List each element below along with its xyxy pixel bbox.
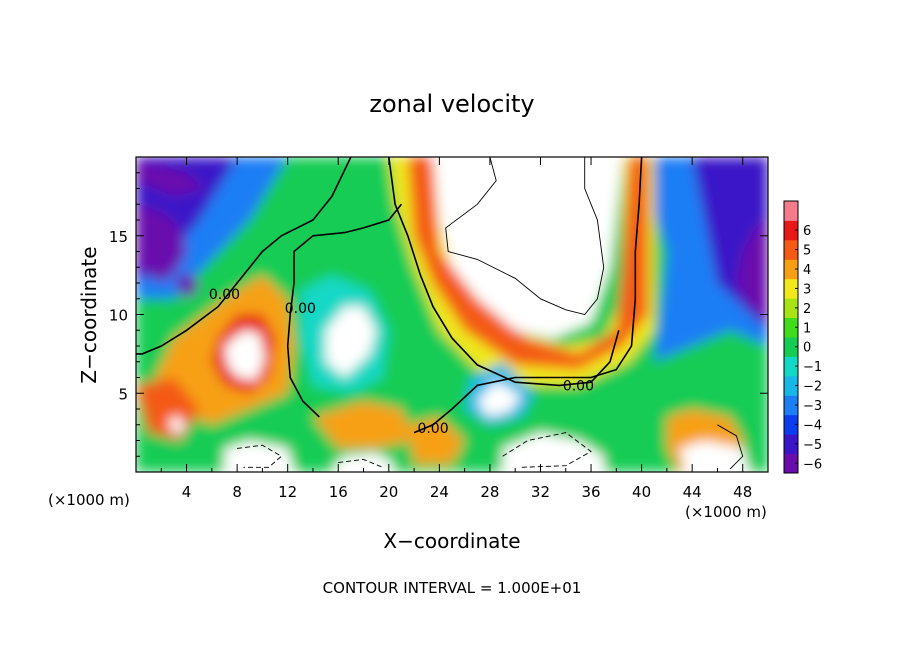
x-tick-label-3: 16 (329, 483, 348, 501)
colorbar-swatch-0 (784, 453, 798, 474)
field-region-20 (167, 415, 186, 436)
colorbar-label-11: 5 (803, 244, 811, 259)
x-unit-left: (×1000 m) (48, 491, 130, 509)
colorbar-label-0: −6 (803, 457, 822, 472)
colorbar-swatch-5 (784, 356, 798, 377)
colorbar-swatch-8 (784, 298, 798, 318)
x-tick-label-4: 20 (379, 483, 398, 501)
colorbar-label-12: 6 (803, 224, 811, 239)
x-tick-label-2: 12 (278, 483, 297, 501)
colorbar-frame (783, 200, 799, 474)
colorbar-swatch-7 (784, 317, 798, 338)
field-region-16 (325, 306, 377, 378)
colorbar-label-7: 1 (803, 321, 811, 336)
contour-dashed-2 (338, 458, 383, 468)
field-region-10 (407, 157, 648, 370)
colorbar-label-2: −4 (803, 418, 822, 433)
x-tick-label-5: 24 (430, 483, 449, 501)
colorbar-label-1: −5 (803, 438, 822, 453)
contour-thin-0 (445, 157, 605, 316)
contour-interval-note: CONTOUR INTERVAL = 1.000E+01 (323, 579, 582, 597)
colorbar-swatch-11 (784, 239, 798, 260)
x-tick-label-10: 44 (683, 483, 702, 501)
y-tick-label-2: 15 (109, 228, 128, 246)
contour-dashed-0 (237, 444, 283, 468)
field-region-14 (224, 330, 265, 381)
contour-zero-1 (286, 203, 403, 418)
colorbar-label-8: 2 (803, 302, 811, 317)
x-tick-label-1: 8 (232, 483, 242, 501)
x-tick-label-8: 36 (581, 483, 600, 501)
contour-zero-2 (413, 157, 643, 434)
x-tick-label-11: 48 (733, 483, 752, 501)
field-region-8 (736, 220, 768, 323)
field-region-21 (313, 401, 415, 449)
x-unit-right: (×1000 m) (685, 503, 767, 521)
colorbar-swatch-12 (784, 220, 798, 241)
field-region-24 (331, 453, 396, 472)
contour-label-1: 0.00 (285, 301, 316, 317)
field-region-18 (477, 380, 522, 417)
colorbar-swatch-9 (784, 278, 798, 299)
y-tick-label-1: 10 (109, 307, 128, 325)
field-region-11 (433, 157, 623, 339)
colorbar: −6 −5 −4 −3 −2 −1 0 1 2 3 4 5 6 (783, 200, 822, 474)
field-region-3 (136, 160, 206, 197)
colorbar-label-4: −2 (803, 380, 822, 395)
colorbar-label-5: −1 (803, 360, 822, 375)
contour-zero-0 (136, 157, 352, 355)
plot-area: 0.00 0.00 0.00 0.00 (136, 157, 768, 472)
x-tick-label-9: 40 (632, 483, 651, 501)
colorbar-label-6: 0 (803, 341, 811, 356)
x-tick-label-6: 28 (480, 483, 499, 501)
contour-thin-1 (717, 424, 744, 470)
colorbar-swatch-1 (784, 434, 798, 454)
field-region-4 (136, 204, 187, 283)
colorbar-swatch-13 (784, 201, 798, 221)
field-region-23 (224, 440, 294, 472)
contour-zero-3 (388, 157, 620, 387)
colorbar-swatch-6 (784, 337, 798, 357)
contour-label-2: 0.00 (417, 421, 448, 437)
x-axis-label: X−coordinate (383, 529, 520, 553)
colorbar-label-3: −3 (803, 399, 822, 414)
colorbar-swatch-3 (784, 395, 798, 416)
colorbar-label-10: 4 (803, 263, 811, 278)
contour-label-0: 0.00 (209, 287, 240, 303)
y-tick-label-0: 5 (118, 385, 128, 403)
field-region-5 (173, 273, 200, 299)
field-region-9 (388, 157, 655, 386)
x-tick-label-0: 4 (182, 483, 192, 501)
field-region-27 (679, 440, 749, 472)
chart-title: zonal velocity (369, 90, 534, 118)
contour-label-3: 0.00 (563, 378, 594, 394)
colorbar-swatch-2 (784, 414, 798, 435)
y-axis-label: Z−coordinate (77, 246, 101, 383)
colorbar-swatch-10 (784, 259, 798, 280)
x-tick-label-7: 32 (531, 483, 550, 501)
colorbar-swatch-4 (784, 375, 798, 396)
colorbar-label-9: 3 (803, 282, 811, 297)
contour-dashed-1 (502, 432, 592, 468)
